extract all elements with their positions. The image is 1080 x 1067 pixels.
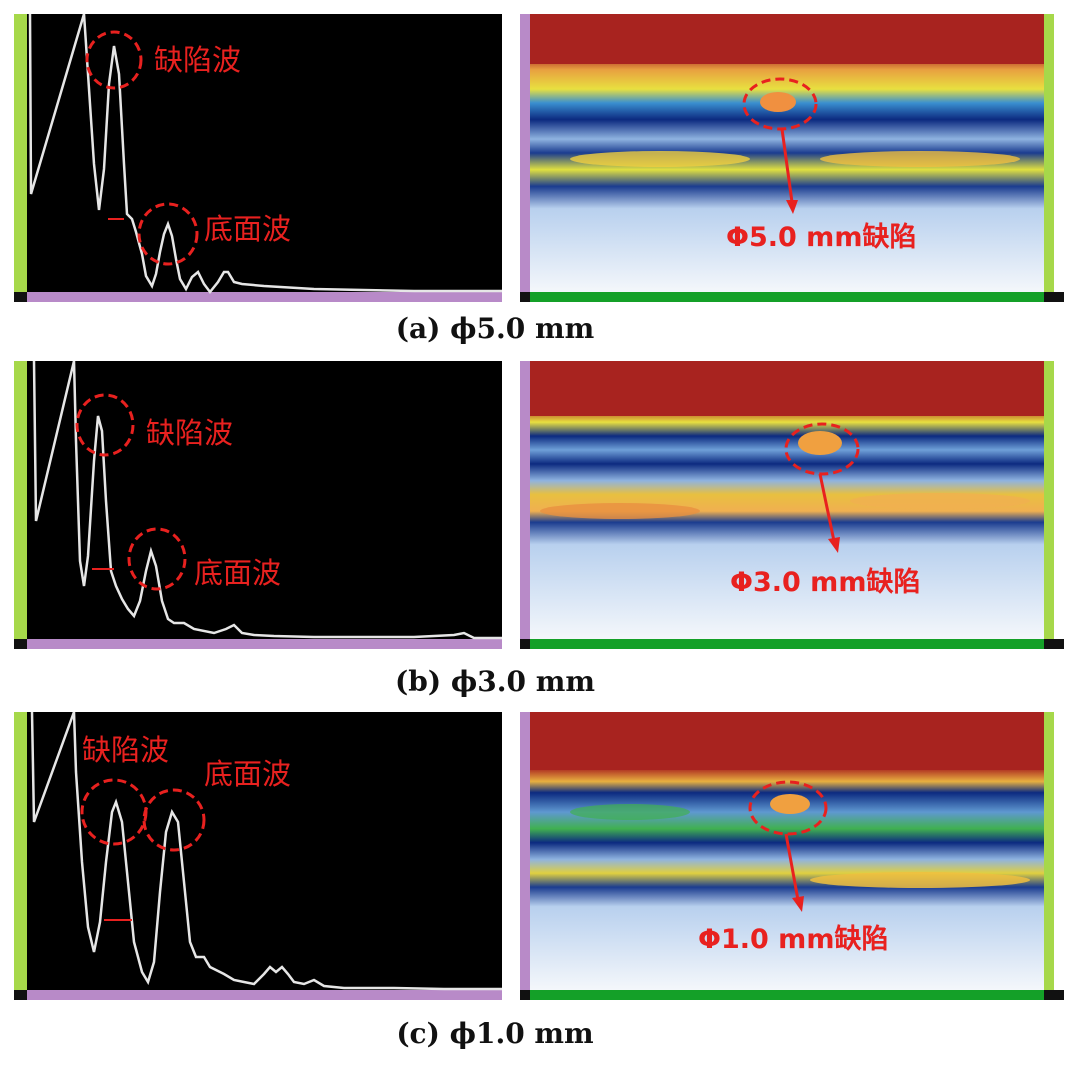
defect-wave-label: 缺陷波 [154,43,241,77]
ascan-scale-left [14,14,27,292]
caption-b: (b) ϕ3.0 mm [395,665,595,698]
defect-wave-marker [75,393,135,457]
ascan-scale-bottom [27,639,502,649]
defect-wave-label: 缺陷波 [82,733,169,767]
bottom-wave-label: 底面波 [204,757,291,791]
ascan-scale-bottom [27,990,502,1000]
bscan-image-c: Φ1.0 mm缺陷 [520,712,1064,1000]
bottom-wave-marker [142,788,206,852]
defect-wave-marker [85,30,143,90]
ascan-scale-left [14,361,27,639]
bottom-wave-label: 底面波 [194,556,281,590]
defect-marker [742,77,818,131]
caption-a: (a) ϕ5.0 mm [395,312,595,345]
ascan-scale-bottom [27,292,502,302]
bottom-wave-label: 底面波 [204,212,291,246]
bottom-wave-marker [127,527,187,591]
ascan-trace [30,712,502,991]
defect-marker [748,780,828,836]
defect-wave-label: 缺陷波 [146,416,233,450]
ascan-scale-left [14,712,27,990]
ascan-plot-a: 缺陷波 底面波 [14,14,502,302]
bscan-image-b: Φ3.0 mm缺陷 [520,361,1064,649]
bscan-image-a: Φ5.0 mm缺陷 [520,14,1064,302]
defect-size-label: Φ5.0 mm缺陷 [726,222,916,253]
defect-size-label: Φ3.0 mm缺陷 [730,567,920,598]
defect-size-label: Φ1.0 mm缺陷 [698,924,888,955]
ascan-trace [32,361,502,640]
ascan-trace [28,14,502,295]
ascan-plot-b: 缺陷波 底面波 [14,361,502,649]
ascan-plot-c: 缺陷波 底面波 [14,712,502,1000]
defect-marker [784,422,860,476]
caption-c: (c) ϕ1.0 mm [396,1017,594,1050]
bottom-wave-marker [137,202,199,266]
